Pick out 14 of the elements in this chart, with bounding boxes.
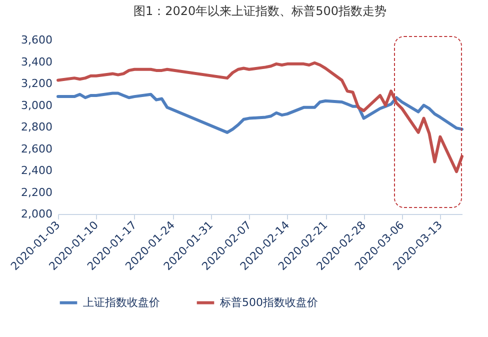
y-tick-label: 3,600 xyxy=(21,34,52,46)
y-tick-label: 3,400 xyxy=(21,55,52,68)
y-tick-label: 3,200 xyxy=(21,77,52,90)
legend-label: 标普500指数收盘价 xyxy=(219,296,318,309)
line-series xyxy=(56,61,464,174)
y-tick-label: 2,600 xyxy=(21,142,52,156)
line-series xyxy=(56,92,464,134)
y-tick-label: 2,400 xyxy=(21,164,52,177)
y-tick-label: 3,000 xyxy=(21,98,52,112)
y-tick-label: 2,800 xyxy=(21,120,52,134)
chart-title: 图1：2020年以来上证指数、标普500指数走势 xyxy=(133,4,387,18)
y-tick-label: 2,200 xyxy=(21,186,52,199)
legend-label: 上证指数收盘价 xyxy=(83,296,160,309)
y-tick-label: 2,000 xyxy=(21,208,52,220)
